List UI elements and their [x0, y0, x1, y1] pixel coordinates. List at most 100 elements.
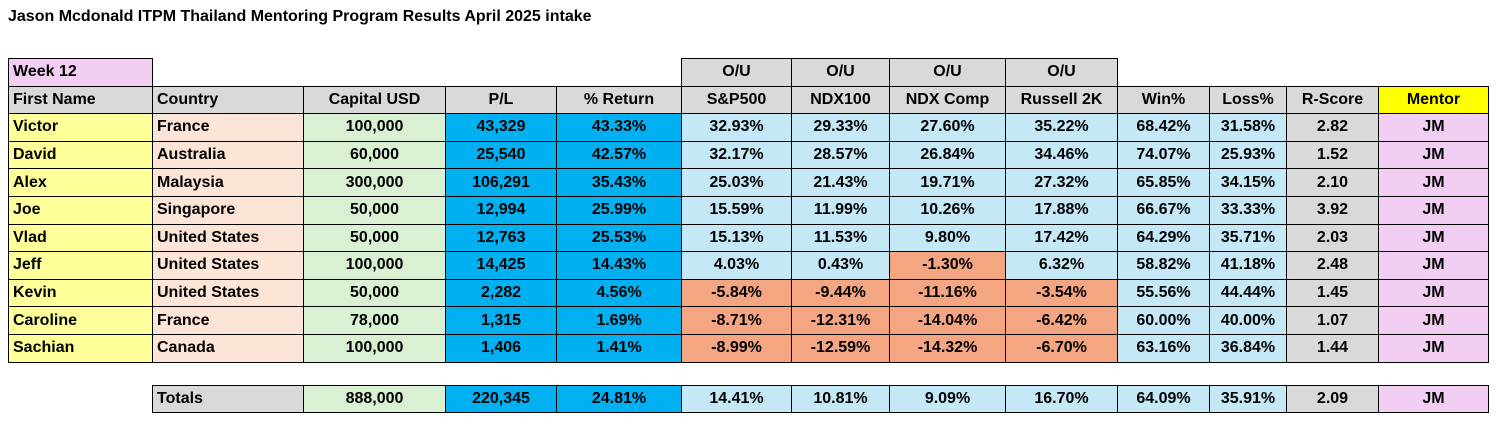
ndx100-header: NDX100: [791, 85, 890, 115]
first-name-cell: Kevin: [8, 278, 153, 308]
capital-cell: 100,000: [303, 251, 446, 280]
table-row: Joe Singapore 50,000 12,994 25.99% 15.59% 11.9…: [8, 195, 1489, 225]
russell-cell: 17.88%: [1005, 195, 1118, 225]
russell-cell: 34.46%: [1005, 140, 1118, 170]
pl-cell: 12,994: [445, 195, 557, 225]
ndx-comp-cell: -1.30%: [889, 251, 1006, 280]
ndx-comp-cell: 27.60%: [889, 113, 1006, 142]
loss-cell: 33.33%: [1209, 195, 1287, 225]
totals-label: Totals: [152, 384, 304, 414]
ndx-comp-header: NDX Comp: [889, 85, 1006, 115]
first-name-cell: Joe: [8, 195, 153, 225]
first-name-cell: Vlad: [8, 223, 153, 253]
totals-r-score: 2.09: [1286, 384, 1379, 414]
country-cell: United States: [152, 251, 304, 280]
table-row: Jeff United States 100,000 14,425 14.43% 4.03…: [8, 251, 1489, 280]
return-cell: 25.99%: [556, 195, 682, 225]
capital-cell: 78,000: [303, 306, 446, 335]
return-header: % Return: [556, 85, 682, 115]
mentor-cell: JM: [1378, 223, 1489, 253]
first-name-cell: David: [8, 140, 153, 170]
ndx100-cell: 0.43%: [791, 251, 890, 280]
country-header: Country: [152, 85, 304, 115]
return-cell: 4.56%: [556, 278, 682, 308]
ndx100-cell: 21.43%: [791, 168, 890, 197]
r-score-cell: 1.45: [1286, 278, 1379, 308]
first-name-cell: Sachian: [8, 333, 153, 363]
totals-ndx100: 10.81%: [791, 384, 890, 414]
country-cell: Singapore: [152, 195, 304, 225]
ndx-comp-cell: -14.04%: [889, 306, 1006, 335]
sp500-cell: 25.03%: [681, 168, 792, 197]
first-name-cell: Alex: [8, 168, 153, 197]
russell-cell: 27.32%: [1005, 168, 1118, 197]
ndx100-cell: -12.59%: [791, 333, 890, 363]
ndx100-cell: 11.99%: [791, 195, 890, 225]
totals-return: 24.81%: [556, 384, 682, 414]
ou-label-russell: O/U: [1005, 58, 1118, 87]
sp500-cell: -8.99%: [681, 333, 792, 363]
table-row: Caroline France 78,000 1,315 1.69% -8.71% -12.…: [8, 306, 1489, 335]
r-score-header: R-Score: [1286, 85, 1379, 115]
mentor-cell: JM: [1378, 333, 1489, 363]
mentor-cell: JM: [1378, 195, 1489, 225]
ou-label-ndx100: O/U: [791, 58, 890, 87]
sp500-cell: 32.93%: [681, 113, 792, 142]
ndx100-cell: 29.33%: [791, 113, 890, 142]
country-cell: France: [152, 113, 304, 142]
sheet-title: Jason Mcdonald ITPM Thailand Mentoring P…: [8, 8, 592, 25]
ndx-comp-cell: 9.80%: [889, 223, 1006, 253]
capital-cell: 100,000: [303, 333, 446, 363]
loss-cell: 36.84%: [1209, 333, 1287, 363]
pl-cell: 25,540: [445, 140, 557, 170]
sp500-cell: 15.13%: [681, 223, 792, 253]
ndx100-cell: -12.31%: [791, 306, 890, 335]
capital-cell: 100,000: [303, 113, 446, 142]
sp500-cell: 32.17%: [681, 140, 792, 170]
sp500-cell: 15.59%: [681, 195, 792, 225]
country-cell: France: [152, 306, 304, 335]
ndx-comp-cell: 19.71%: [889, 168, 1006, 197]
russell-cell: 35.22%: [1005, 113, 1118, 142]
country-cell: Australia: [152, 140, 304, 170]
pl-cell: 1,406: [445, 333, 557, 363]
totals-win: 64.09%: [1117, 384, 1210, 414]
r-score-cell: 2.03: [1286, 223, 1379, 253]
capital-cell: 300,000: [303, 168, 446, 197]
ndx-comp-cell: 10.26%: [889, 195, 1006, 225]
capital-header: Capital USD: [303, 85, 446, 115]
r-score-cell: 2.48: [1286, 251, 1379, 280]
pl-cell: 2,282: [445, 278, 557, 308]
r-score-cell: 2.82: [1286, 113, 1379, 142]
pl-header: P/L: [445, 85, 557, 115]
return-cell: 1.69%: [556, 306, 682, 335]
pl-cell: 43,329: [445, 113, 557, 142]
totals-row: Totals 888,000 220,345 24.81% 14.41% 10.81% 9.…: [9, 384, 1489, 414]
sp500-cell: -5.84%: [681, 278, 792, 308]
ndx100-cell: 28.57%: [791, 140, 890, 170]
loss-header: Loss%: [1209, 85, 1287, 115]
ndx100-cell: -9.44%: [791, 278, 890, 308]
table-row: Victor France 100,000 43,329 43.33% 32.93% 29.…: [8, 113, 1489, 142]
totals-pl: 220,345: [445, 384, 557, 414]
table-row: Alex Malaysia 300,000 106,291 35.43% 25.03% 21…: [8, 168, 1489, 197]
totals-sp500: 14.41%: [681, 384, 792, 414]
totals-capital: 888,000: [303, 384, 446, 414]
win-cell: 68.42%: [1117, 113, 1210, 142]
table-row: David Australia 60,000 25,540 42.57% 32.17% 28…: [8, 140, 1489, 170]
totals-loss: 35.91%: [1209, 384, 1287, 414]
win-cell: 66.67%: [1117, 195, 1210, 225]
loss-cell: 25.93%: [1209, 140, 1287, 170]
r-score-cell: 1.44: [1286, 333, 1379, 363]
header-row-ou: Week 12 O/U O/U O/U O/U: [8, 58, 1489, 87]
country-cell: United States: [152, 223, 304, 253]
week-label: Week 12: [8, 58, 153, 87]
ndx-comp-cell: -14.32%: [889, 333, 1006, 363]
ou-label-sp500: O/U: [681, 58, 792, 87]
table-row: Sachian Canada 100,000 1,406 1.41% -8.99% -12.…: [8, 333, 1489, 363]
win-cell: 58.82%: [1117, 251, 1210, 280]
loss-cell: 40.00%: [1209, 306, 1287, 335]
sp500-cell: -8.71%: [681, 306, 792, 335]
russell-cell: -3.54%: [1005, 278, 1118, 308]
mentor-cell: JM: [1378, 140, 1489, 170]
